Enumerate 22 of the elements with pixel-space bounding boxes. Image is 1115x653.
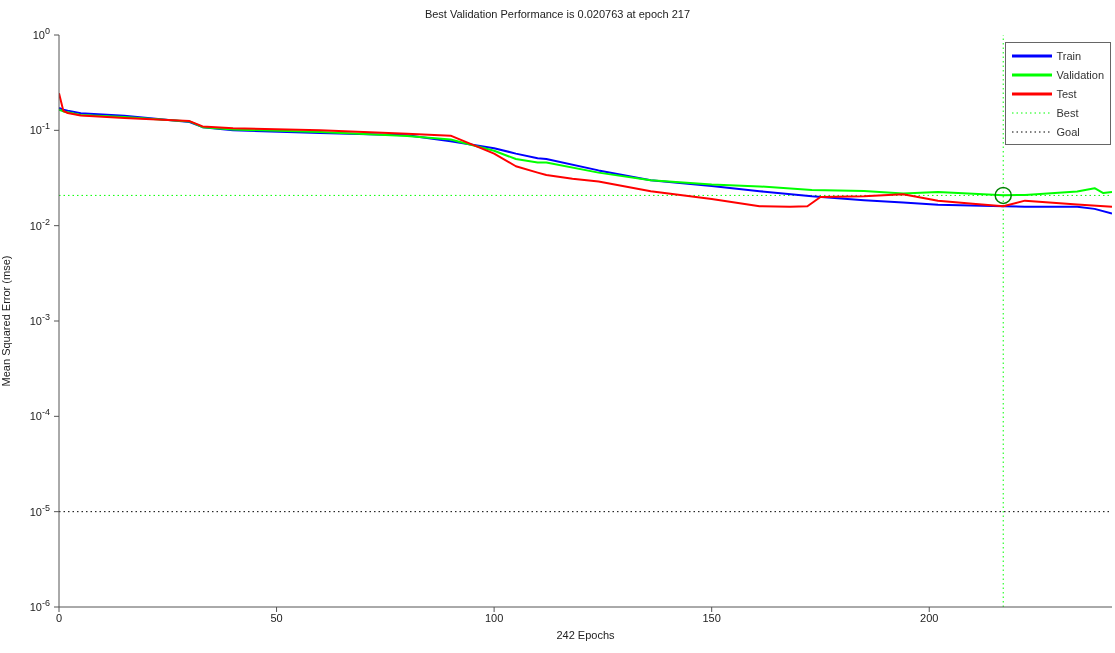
y-tick-label: 10$^{-2}$: [29, 216, 50, 232]
legend-label: Goal: [1056, 125, 1080, 138]
y-axis-title: Mean Squared Error (mse): [0, 255, 12, 387]
y-tick-label: 10$^{-6}$: [29, 598, 50, 613]
x-axis-title: 242 Epochs: [556, 629, 616, 641]
y-tick-label: 10$^{0}$: [32, 26, 50, 41]
legend-label: Train: [1056, 49, 1082, 62]
legend-label: Validation: [1056, 68, 1104, 81]
y-tick-label: 10$^{-1}$: [29, 121, 50, 137]
y-tick-label: 10$^{-3}$: [29, 312, 50, 327]
x-tick-label: 0: [55, 611, 63, 624]
x-tick-label: 100: [484, 611, 504, 624]
x-tick-label: 200: [920, 611, 939, 624]
x-tick-label: 50: [270, 611, 283, 624]
line-series: [59, 106, 1112, 215]
ref-line-label: Best: [1056, 106, 1079, 119]
y-tick-label: 10$^{-4}$: [29, 407, 50, 423]
chart-title: Best Validation Performance is 0.020763 at epoch 217: [423, 8, 692, 20]
legend-label: Test: [1056, 87, 1077, 100]
y-tick-label: 10$^{-5}$: [29, 502, 50, 518]
x-tick-label: 150: [702, 611, 721, 624]
line-series: [59, 92, 1112, 208]
